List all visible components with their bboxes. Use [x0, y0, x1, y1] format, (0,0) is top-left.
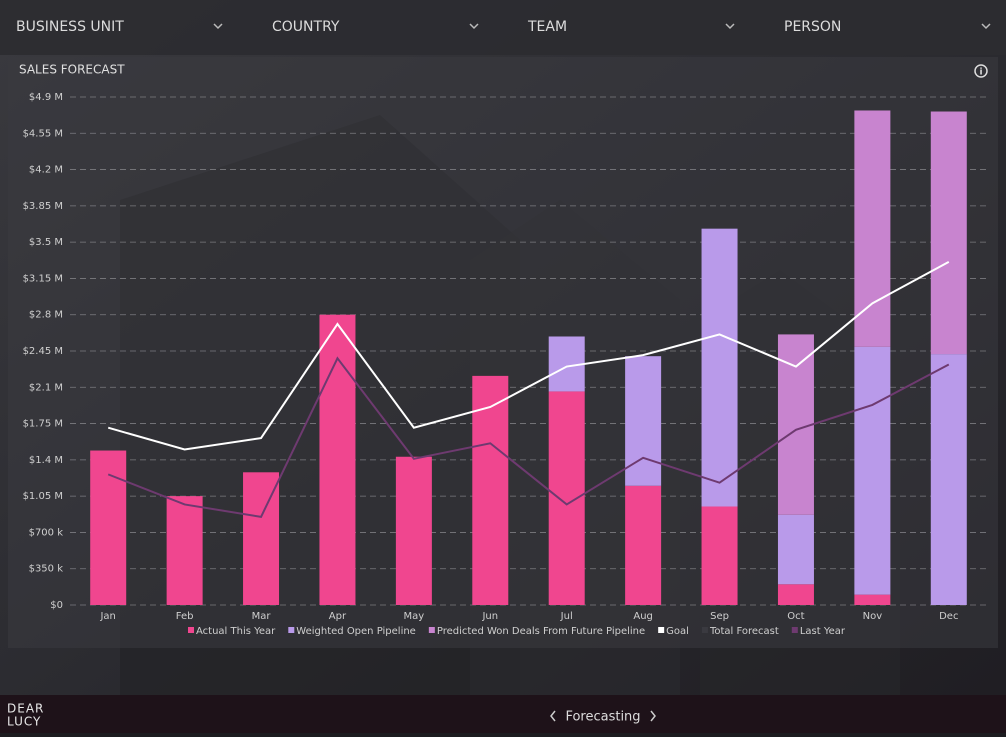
x-tick-label: Feb — [176, 611, 194, 622]
bar-segment — [548, 391, 585, 605]
filter-dropdown[interactable] — [981, 23, 991, 30]
bar-segment — [243, 472, 280, 605]
bar-segment — [777, 514, 814, 585]
y-tick-label: $4.2 M — [29, 165, 63, 176]
y-tick-label: $3.85 M — [23, 201, 63, 212]
x-tick-label: Oct — [787, 611, 804, 622]
bar-segment — [319, 314, 356, 605]
x-tick-label: Jun — [481, 611, 498, 622]
filter-bar — [0, 0, 1006, 55]
y-tick-label: $3.15 M — [23, 273, 63, 284]
bar-segment — [854, 594, 891, 605]
legend-label: Weighted Open Pipeline — [296, 626, 416, 637]
y-tick-label: $2.45 M — [23, 346, 63, 357]
filter-dropdown[interactable] — [725, 23, 735, 30]
bar-segment — [701, 228, 738, 507]
bar-segment — [777, 334, 814, 515]
x-tick-label: Apr — [329, 611, 347, 622]
info-icon[interactable] — [974, 64, 988, 78]
filter-dropdown[interactable] — [213, 23, 223, 30]
bar-segment — [395, 456, 432, 605]
bar-segment — [472, 375, 509, 605]
nav-next[interactable] — [650, 710, 656, 722]
x-tick-label: Jul — [560, 611, 573, 622]
y-tick-label: $4.9 M — [29, 92, 63, 103]
y-tick-label: $1.75 M — [23, 419, 63, 430]
legend-marker — [658, 627, 665, 633]
y-tick-label: $350 k — [29, 564, 64, 575]
y-tick-label: $1.4 M — [29, 455, 63, 466]
filter-dropdown[interactable] — [469, 23, 479, 30]
info-icon-glyph[interactable]: i — [979, 68, 982, 78]
x-tick-label: Mar — [252, 611, 272, 622]
x-tick-label: Dec — [939, 611, 958, 622]
filter-label: BUSINESS UNIT — [16, 19, 124, 35]
plot: $0 $350 k $700 k $1.05 M $1.4 M $1.75 M $2.1 M… — [23, 92, 987, 637]
logo: DEAR — [7, 702, 44, 716]
x-tick-label: Aug — [633, 611, 653, 622]
y-tick-label: $3.5 M — [29, 237, 63, 248]
nav-title: Forecasting — [565, 710, 640, 725]
x-tick-label: May — [404, 611, 425, 622]
footer — [0, 695, 1006, 733]
legend-marker — [791, 627, 798, 633]
chart-title: SALES FORECAST — [19, 63, 125, 77]
legend-label: Goal — [666, 626, 689, 637]
bar-segment — [854, 110, 891, 347]
y-tick-label: $700 k — [29, 527, 64, 538]
bar-segment — [854, 346, 891, 595]
legend-marker — [188, 627, 194, 633]
y-tick-label: $4.55 M — [23, 128, 63, 139]
bar-segment — [90, 450, 127, 605]
y-tick-label: $0 — [50, 600, 63, 611]
y-tick-label: $1.05 M — [23, 491, 63, 502]
logo: LUCY — [7, 715, 41, 729]
legend-marker — [701, 627, 708, 633]
x-tick-label: Jan — [99, 611, 115, 622]
filters: BUSINESS UNIT COUNTRY TEAM PERSON — [16, 19, 991, 35]
bar-segment — [625, 485, 662, 605]
legend-marker — [288, 627, 295, 633]
bar-segment — [701, 506, 738, 605]
bar-segment — [930, 354, 967, 605]
bar-segment — [930, 111, 967, 355]
line-series — [107, 356, 950, 518]
nav-prev[interactable] — [550, 710, 556, 722]
x-tick-label: Sep — [710, 611, 729, 622]
filter-label: PERSON — [784, 19, 841, 35]
x-tick-label: Nov — [863, 611, 883, 622]
y-tick-label: $2.1 M — [29, 382, 63, 393]
legend-label: Total Forecast — [709, 626, 779, 637]
line-series — [107, 260, 950, 451]
y-tick-label: $2.8 M — [29, 310, 63, 321]
filter-label: COUNTRY — [272, 19, 340, 35]
legend-marker — [428, 627, 435, 633]
legend-label: Predicted Won Deals From Future Pipeline — [437, 626, 645, 637]
bar-segment — [777, 584, 814, 605]
filter-label: TEAM — [527, 19, 567, 35]
legend-label: Last Year — [800, 626, 846, 637]
bar-segment — [166, 496, 203, 605]
legend-label: Actual This Year — [196, 626, 276, 637]
